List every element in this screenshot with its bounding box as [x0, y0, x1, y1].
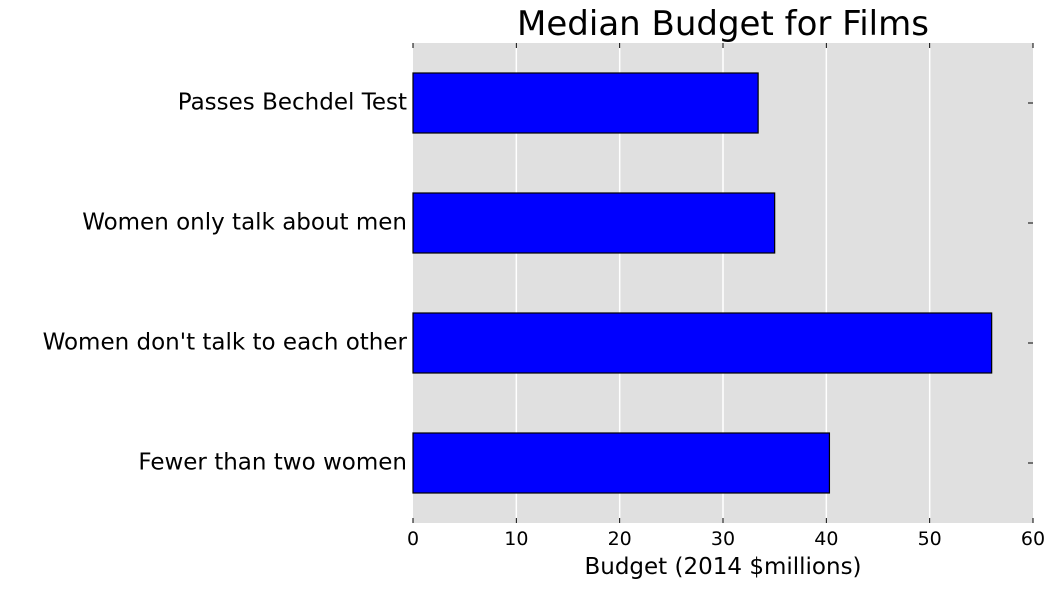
bar: [412, 72, 759, 134]
x-axis-label: Budget (2014 $millions): [584, 554, 861, 580]
bar: [412, 192, 776, 254]
category-label: Women don't talk to each other: [43, 330, 408, 356]
x-tick-label: 10: [504, 528, 528, 550]
category-label: Passes Bechdel Test: [178, 90, 407, 116]
bar: [412, 312, 993, 374]
x-tick-label: 0: [407, 528, 419, 550]
category-label: Fewer than two women: [138, 450, 407, 476]
x-tick-label: 60: [1021, 528, 1045, 550]
x-tick-label: 20: [608, 528, 632, 550]
x-tick-labels: 0 10 20 30 40 50 60: [407, 528, 1045, 550]
category-label: Women only talk about men: [82, 210, 407, 236]
chart-title: Median Budget for Films: [517, 4, 929, 44]
x-tick-label: 30: [711, 528, 735, 550]
axis-ticks: [412, 43, 1034, 523]
category-labels: Passes Bechdel Test Women only talk about…: [43, 90, 408, 476]
x-tick-label: 40: [814, 528, 838, 550]
bars: [412, 72, 993, 494]
bar: [412, 432, 831, 494]
x-tick-label: 50: [918, 528, 942, 550]
